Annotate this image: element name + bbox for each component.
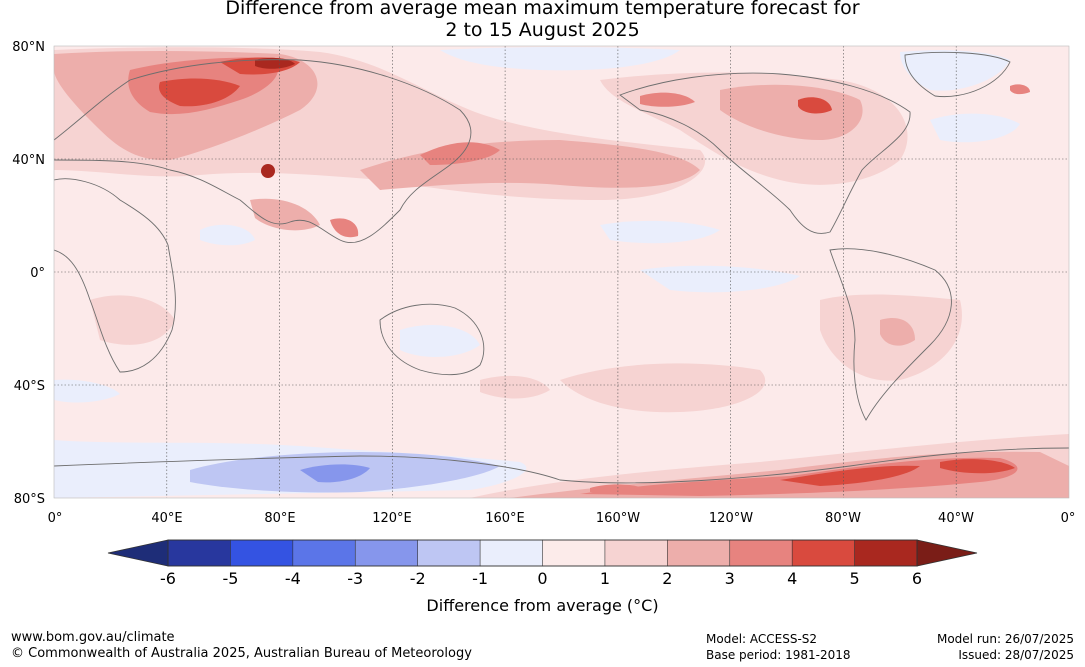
coastline-south-america [829,248,952,421]
lat-label-80s: 80°S [14,492,45,507]
lon-label-40e: 40°E [151,511,182,526]
footer-middle: Model: ACCESS-S2 Base period: 1981-2018 [706,631,851,663]
latitude-labels: 80°N 40°N 0° 40°S 80°S [12,40,45,507]
lon-label-80w: 80°W [825,511,861,526]
lon-label-0-right: 0° [1061,511,1076,526]
cool-anomaly-antarctic-core [300,464,370,483]
lon-label-160e: 160°E [485,511,525,526]
model-text: Model: ACCESS-S2 [706,632,818,646]
warm-anomaly-east-asia [420,142,500,165]
warm-anomaly-africa [90,295,175,345]
lon-label-120w: 120°W [709,511,753,526]
lat-label-0: 0° [30,266,45,281]
title-line-2: 2 to 15 August 2025 [445,19,640,41]
cool-anomaly-north-pacific [600,220,720,244]
coastline-africa [54,178,176,373]
coastlines [54,51,1069,484]
website-link[interactable]: www.bom.gov.au/climate [11,630,175,645]
lon-label-120e: 120°E [372,511,412,526]
map-frame [53,45,1070,499]
copyright-text: © Commonwealth of Australia 2025, Austra… [11,646,472,661]
footer-left: www.bom.gov.au/climate © Commonwealth of… [11,630,472,662]
warm-anomaly-greenland [1010,84,1030,95]
warm-anomaly-north-america-2 [720,84,863,140]
cool-anomaly-equatorial-pacific [640,265,800,293]
footer-right: Model run: 26/07/2025 Issued: 28/07/2025 [937,631,1074,663]
cool-anomaly-arctic [440,47,680,71]
coastline-greenland [904,51,1011,98]
warm-anomaly-canada [798,97,832,114]
warm-anomaly-eurasia-4 [158,78,240,107]
cool-anomaly-greenland [900,50,1010,91]
warm-anomaly-southern-4 [780,465,920,486]
lon-label-0-left: 0° [48,511,63,526]
warm-anomaly-south-asia [250,198,320,231]
warm-anomaly-southern-6 [590,484,645,494]
warm-spot-central-asia [261,164,275,178]
warm-anomaly-tasman [480,375,550,399]
lat-label-80n: 80°N [12,40,45,55]
cool-anomaly-australia [400,325,480,357]
warm-anomaly-eurasia-core [255,57,295,69]
base-period-text: Base period: 1981-2018 [706,648,851,662]
colorbar-label: Difference from average (°C) [426,596,659,615]
issued-text: Issued: 28/07/2025 [958,648,1074,662]
model-run-text: Model run: 26/07/2025 [936,632,1074,646]
warm-anomaly-indochina [330,218,359,238]
cool-anomaly-indian-ocean [200,224,255,246]
warm-anomaly-south-pacific [560,363,766,413]
temperature-anomaly-map: 80°N 40°N 0° 40°S 80°S 0° 40°E 80°E 120°… [12,40,1076,526]
longitude-labels: 0° 40°E 80°E 120°E 160°E 160°W 120°W 80°… [48,511,1076,526]
cool-anomaly-north-atlantic [930,113,1020,143]
map-title: Difference from average mean maximum tem… [0,0,1085,41]
cool-anomaly-south-africa [54,379,120,403]
gridlines [54,46,1069,498]
warm-anomaly-south-america-2 [880,318,915,346]
lon-label-80e: 80°E [264,511,295,526]
coastline-antarctica [54,447,1069,484]
coastline-europe-asia [54,59,472,244]
coastline-north-america [619,72,911,234]
coastline-australia [379,303,485,376]
lat-label-40n: 40°N [12,153,45,168]
lat-label-40s: 40°S [14,379,45,394]
map-field [54,46,1069,498]
lon-label-40w: 40°W [938,511,974,526]
lon-label-160w: 160°W [596,511,640,526]
warm-anomaly-alaska [640,92,695,107]
title-line-1: Difference from average mean maximum tem… [225,0,860,19]
warm-anomaly-southern-5 [940,459,1015,474]
